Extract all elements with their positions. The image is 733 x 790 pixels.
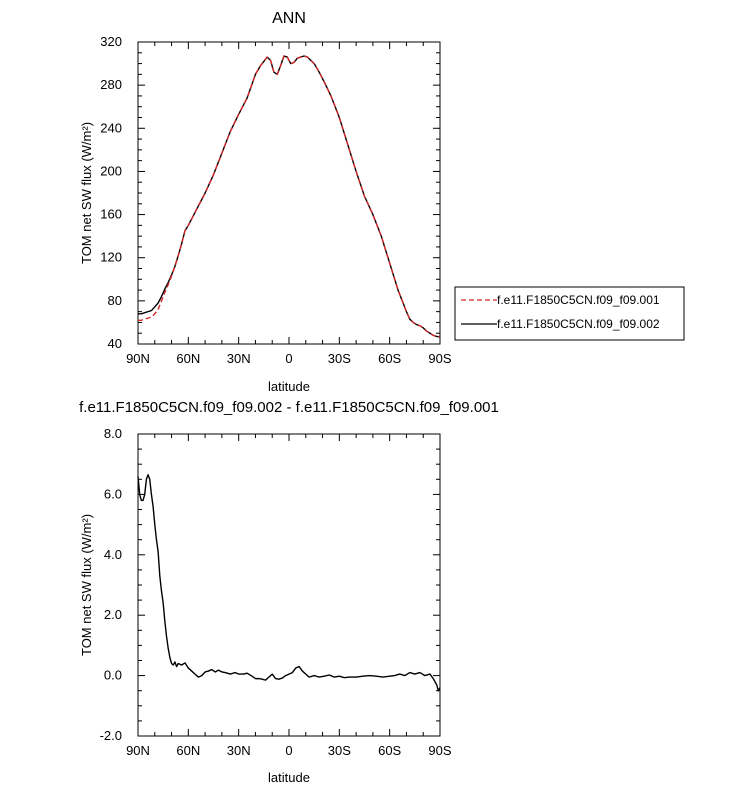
legend-box — [454, 286, 685, 341]
bottom-plot: f.e11.F1850C5CN.f09_f09.002 - f.e11.F185… — [79, 399, 499, 785]
top-plot-x-tick-label: 90S — [428, 351, 451, 366]
bottom-plot-y-axis: -2.0 0.0 2.0 4.0 6.0 8.0 — [100, 426, 440, 743]
bottom-plot-x-axis: 90N 60N 30N 0 30S 60S 90S — [126, 434, 452, 758]
top-plot-frame — [137, 41, 441, 345]
top-plot-y-tick-label: 160 — [100, 207, 122, 222]
bottom-plot-title: f.e11.F1850C5CN.f09_f09.002 - f.e11.F185… — [79, 399, 499, 416]
top-plot-y-axis: 40 80 120 160 200 240 280 320 — [100, 34, 440, 351]
bottom-plot-x-tick-label: 60N — [176, 743, 200, 758]
bottom-plot-y-label: TOM net SW flux (W/m²) — [79, 514, 94, 656]
bottom-plot-y-tick-label: -2.0 — [100, 728, 122, 743]
top-plot-x-tick-label: 30N — [227, 351, 251, 366]
top-plot-x-tick-label: 90N — [126, 351, 150, 366]
top-plot-y-tick-label: 200 — [100, 163, 122, 178]
bottom-plot-x-tick-label: 30N — [227, 743, 251, 758]
bottom-plot-x-tick-label: 60S — [378, 743, 401, 758]
bottom-plot-x-tick-label: 30S — [328, 743, 351, 758]
bottom-plot-x-tick-label: 90N — [126, 743, 150, 758]
bottom-plot-frame — [137, 433, 441, 737]
bottom-plot-y-tick-label: 8.0 — [104, 426, 122, 441]
bottom-plot-y-tick-label: 4.0 — [104, 547, 122, 562]
top-plot-x-tick-label: 0 — [285, 351, 292, 366]
top-plot-y-tick-label: 280 — [100, 77, 122, 92]
top-plot-series-2-line — [138, 55, 441, 338]
bottom-plot-series — [137, 474, 441, 692]
top-plot-y-tick-label: 40 — [108, 336, 122, 351]
top-plot-title: ANN — [272, 10, 306, 27]
top-plot: ANN 90N 60N 30N 0 30S 60S 90S 40 80 120 160 200 240… — [79, 10, 685, 394]
top-plot-x-label: latitude — [268, 379, 310, 394]
top-plot-y-label: TOM net SW flux (W/m²) — [79, 122, 94, 264]
top-plot-series — [138, 55, 441, 338]
bottom-plot-x-tick-label: 0 — [285, 743, 292, 758]
bottom-plot-y-tick-label: 0.0 — [104, 668, 122, 683]
bottom-plot-x-tick-label: 90S — [428, 743, 451, 758]
bottom-plot-series-1-line — [137, 474, 441, 692]
top-plot-x-tick-label: 30S — [328, 351, 351, 366]
bottom-plot-y-tick-label: 6.0 — [104, 486, 122, 501]
top-plot-x-tick-label: 60S — [378, 351, 401, 366]
bottom-plot-x-label: latitude — [268, 770, 310, 785]
bottom-plot-y-tick-label: 2.0 — [104, 607, 122, 622]
legend-label-series-2: f.e11.F1850C5CN.f09_f09.002 — [497, 317, 660, 331]
top-plot-y-tick-label: 320 — [100, 34, 122, 49]
top-plot-x-axis: 90N 60N 30N 0 30S 60S 90S — [126, 42, 452, 366]
top-plot-y-tick-label: 80 — [108, 293, 122, 308]
top-plot-series-1-line — [138, 55, 440, 338]
top-plot-x-tick-label: 60N — [176, 351, 200, 366]
legend: f.e11.F1850C5CN.f09_f09.001 f.e11.F1850C… — [454, 286, 685, 341]
top-plot-y-tick-label: 120 — [100, 250, 122, 265]
top-plot-y-tick-label: 240 — [100, 120, 122, 135]
legend-label-series-1: f.e11.F1850C5CN.f09_f09.001 — [497, 293, 660, 307]
